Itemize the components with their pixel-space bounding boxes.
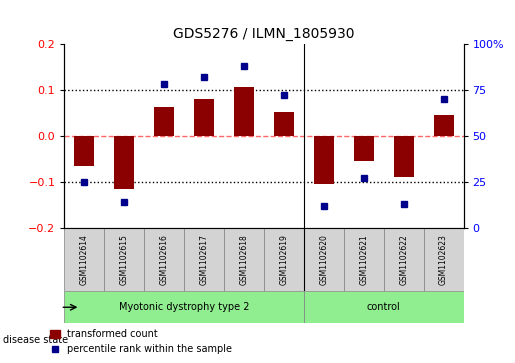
Bar [154, 107, 174, 136]
Text: GSM1102619: GSM1102619 [280, 234, 288, 285]
FancyBboxPatch shape [423, 228, 464, 291]
Bar [194, 99, 214, 136]
FancyBboxPatch shape [184, 228, 224, 291]
Text: control: control [367, 302, 401, 312]
Bar [314, 136, 334, 184]
Text: GSM1102615: GSM1102615 [120, 234, 129, 285]
Bar [274, 112, 294, 136]
FancyBboxPatch shape [64, 291, 304, 323]
FancyBboxPatch shape [304, 228, 344, 291]
Text: Myotonic dystrophy type 2: Myotonic dystrophy type 2 [119, 302, 249, 312]
Text: GSM1102614: GSM1102614 [80, 234, 89, 285]
Text: GSM1102621: GSM1102621 [359, 234, 368, 285]
Bar [434, 115, 454, 136]
Bar [393, 136, 414, 178]
FancyBboxPatch shape [144, 228, 184, 291]
Text: GSM1102623: GSM1102623 [439, 234, 448, 285]
FancyBboxPatch shape [104, 228, 144, 291]
Title: GDS5276 / ILMN_1805930: GDS5276 / ILMN_1805930 [173, 27, 355, 41]
Text: GSM1102620: GSM1102620 [319, 234, 328, 285]
Bar [354, 136, 374, 161]
FancyBboxPatch shape [64, 228, 104, 291]
FancyBboxPatch shape [384, 228, 423, 291]
FancyBboxPatch shape [264, 228, 304, 291]
Text: disease state: disease state [3, 335, 67, 346]
Bar [234, 87, 254, 136]
FancyBboxPatch shape [224, 228, 264, 291]
Text: GSM1102616: GSM1102616 [160, 234, 168, 285]
Legend: transformed count, percentile rank within the sample: transformed count, percentile rank withi… [46, 326, 236, 358]
FancyBboxPatch shape [344, 228, 384, 291]
Text: GSM1102622: GSM1102622 [399, 234, 408, 285]
Bar [74, 136, 94, 166]
Bar [114, 136, 134, 189]
FancyBboxPatch shape [304, 291, 464, 323]
Text: GSM1102618: GSM1102618 [239, 234, 248, 285]
Text: GSM1102617: GSM1102617 [200, 234, 209, 285]
